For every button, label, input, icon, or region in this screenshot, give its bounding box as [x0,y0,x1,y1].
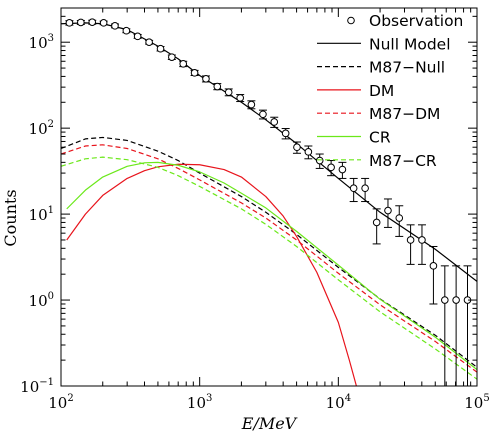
observation-point [201,75,210,83]
observation-point [327,160,336,177]
observation-point [190,69,199,77]
observation-point [258,109,267,120]
observation-point [236,94,245,103]
y-tick-label: 10−1 [20,377,54,396]
legend-item-m87-cr: M87−CR [317,152,437,170]
y-tick-label: 101 [29,205,54,224]
legend-item-cr: CR [317,129,391,147]
series-line-m87-dm [61,144,477,373]
legend-label: Null Model [369,35,451,53]
observation-point [99,19,108,27]
observation-point [167,53,176,61]
observation-point [372,208,381,245]
legend-label: Observation [369,12,463,30]
observation-point [224,88,233,97]
observation-point [452,265,461,386]
observation-point [406,224,415,265]
observation-point [156,44,165,53]
observation-point [281,128,290,140]
observation-point [338,161,347,179]
x-tick-label: 104 [326,393,351,412]
observation-point [145,38,154,47]
legend-item-dm: DM [317,82,394,100]
observation-point [133,32,142,41]
chart-curves [61,22,477,386]
observation-point [213,82,222,91]
observation-point [395,205,404,237]
observation-point [463,265,472,386]
observation-point [361,177,370,203]
series-line-cr [66,161,477,371]
chart-axes: 102 103 104 105 10−1 100 101 102 103 [20,7,490,412]
observation-point [315,153,324,169]
observation-point [122,26,131,35]
observation-point [417,224,426,265]
observation-point [65,19,74,27]
legend-item-null-model: Null Model [317,35,451,53]
y-tick-label: 103 [29,33,54,52]
observation-point [88,18,97,26]
y-tick-label: 102 [29,119,54,138]
observation-point [247,100,256,110]
observation-point [76,18,85,27]
x-tick-label: 103 [187,393,212,412]
observation-point [292,141,301,154]
observation-point [179,60,188,68]
observation-point [270,116,279,128]
legend-label: CR [369,129,391,147]
x-tick-label: 105 [464,393,489,412]
series-line-dm [66,163,357,386]
chart-legend: Observation Null Model M87−Null DM M87−DM CR M… [317,12,463,170]
plot-frame [60,7,478,387]
legend-item-m87-dm: M87−DM [317,105,440,123]
x-tick-label: 102 [48,393,73,412]
series-line-m87-cr [61,156,477,380]
chart-observation-points [65,18,472,386]
observation-point [440,265,449,386]
legend-item-observation: Observation [347,12,463,30]
observation-point [429,245,438,305]
y-axis-title: Counts [1,189,20,246]
x-axis-title: E/MeV [241,414,298,433]
legend-label: M87−CR [369,152,437,170]
observation-point [110,22,119,30]
legend-item-m87-null: M87−Null [317,59,445,77]
observation-point [349,177,358,203]
legend-label: M87−Null [369,59,445,77]
y-tick-label: 100 [29,291,54,310]
legend-label: M87−DM [369,105,440,123]
series-line-m87-null [61,136,477,368]
legend-swatch [347,16,355,25]
observation-point [304,145,313,160]
observation-point [383,198,392,228]
legend-label: DM [369,82,394,100]
